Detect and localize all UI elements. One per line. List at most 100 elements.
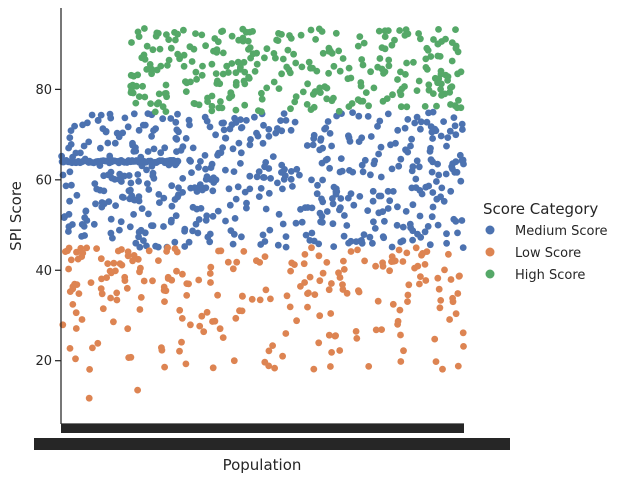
data-point-medium: [345, 132, 352, 140]
data-point-high: [332, 29, 340, 37]
data-point-medium: [189, 144, 197, 152]
data-point-medium: [127, 179, 135, 187]
data-point-medium: [374, 122, 381, 130]
data-point-medium: [384, 205, 392, 212]
data-point-high: [275, 30, 282, 37]
data-point-low: [209, 364, 217, 372]
data-point-high: [291, 98, 299, 106]
data-point-medium: [316, 209, 324, 217]
data-point-low: [372, 262, 379, 270]
data-point-high: [391, 36, 398, 44]
data-point-low: [89, 344, 96, 352]
data-point-low: [179, 270, 186, 278]
data-point-low: [196, 322, 204, 330]
data-point-medium: [82, 208, 90, 215]
data-point-low: [388, 253, 396, 261]
data-point-low: [121, 273, 129, 281]
data-point-high: [415, 30, 422, 37]
data-point-low: [325, 331, 333, 339]
data-point-high: [198, 31, 206, 39]
data-point-low: [437, 297, 445, 304]
data-point-medium: [192, 185, 200, 192]
data-point-high: [380, 70, 387, 77]
data-point-high: [138, 54, 146, 62]
data-point-medium: [135, 177, 143, 185]
data-point-medium: [174, 110, 181, 118]
data-point-high: [362, 89, 370, 96]
data-point-medium: [417, 118, 425, 126]
data-point-medium: [422, 183, 430, 191]
data-point-low: [113, 289, 121, 297]
legend-label-low: Low Score: [515, 246, 581, 261]
data-point-low: [183, 280, 191, 287]
data-point-low: [421, 261, 429, 268]
data-point-high: [204, 98, 212, 105]
data-point-high: [192, 68, 200, 76]
data-point-medium: [148, 132, 156, 140]
data-point-medium: [209, 212, 217, 220]
data-point-medium: [135, 233, 143, 241]
data-point-medium: [138, 205, 146, 213]
data-point-high: [128, 39, 135, 46]
data-point-medium: [121, 114, 129, 122]
data-point-medium: [212, 131, 220, 139]
data-point-medium: [237, 149, 245, 157]
data-point-high: [182, 88, 190, 95]
data-point-low: [325, 286, 333, 294]
data-point-medium: [443, 142, 450, 150]
data-point-low: [69, 283, 77, 290]
data-point-medium: [326, 130, 334, 137]
data-point-high: [127, 71, 135, 79]
data-point-low: [118, 261, 126, 269]
data-point-low: [396, 306, 404, 314]
data-point-medium: [437, 132, 445, 140]
data-point-low: [379, 259, 386, 267]
data-point-medium: [413, 113, 421, 121]
data-point-low: [441, 266, 448, 274]
data-point-low: [118, 246, 125, 253]
data-point-medium: [172, 212, 180, 220]
data-point-medium: [138, 162, 146, 170]
data-point-low: [374, 297, 382, 305]
data-point-medium: [314, 181, 321, 189]
data-point-high: [135, 33, 143, 40]
data-point-medium: [371, 157, 379, 165]
data-point-high: [378, 44, 386, 51]
data-point-medium: [115, 133, 123, 141]
data-point-high: [316, 84, 324, 92]
data-point-low: [104, 260, 112, 267]
data-point-low: [400, 347, 407, 355]
data-point-low: [136, 306, 144, 313]
data-point-high: [365, 102, 372, 110]
data-point-medium: [459, 244, 467, 252]
data-point-low: [282, 330, 290, 337]
data-point-high: [434, 79, 441, 87]
data-point-medium: [83, 217, 91, 224]
data-point-medium: [179, 189, 187, 196]
data-point-medium: [100, 187, 108, 195]
data-point-low: [207, 279, 214, 286]
data-point-low: [336, 274, 344, 281]
data-point-medium: [443, 239, 450, 247]
data-point-low: [203, 308, 211, 316]
data-point-medium: [291, 118, 299, 126]
data-point-low: [378, 326, 385, 333]
data-point-medium: [367, 133, 375, 140]
data-point-low: [452, 310, 460, 318]
data-point-medium: [369, 239, 376, 247]
data-point-medium: [68, 181, 75, 189]
data-point-high: [143, 42, 151, 50]
data-point-medium: [279, 185, 286, 193]
data-point-medium: [417, 125, 424, 133]
data-point-medium: [287, 168, 295, 175]
data-point-high: [360, 39, 368, 47]
data-point-medium: [227, 227, 235, 235]
data-point-high: [448, 39, 456, 46]
data-point-medium: [356, 193, 364, 200]
data-point-medium: [287, 175, 295, 183]
data-point-medium: [186, 121, 193, 129]
data-point-medium: [106, 152, 114, 160]
data-point-high: [305, 58, 313, 66]
data-point-low: [454, 290, 462, 297]
data-point-high: [165, 36, 173, 43]
